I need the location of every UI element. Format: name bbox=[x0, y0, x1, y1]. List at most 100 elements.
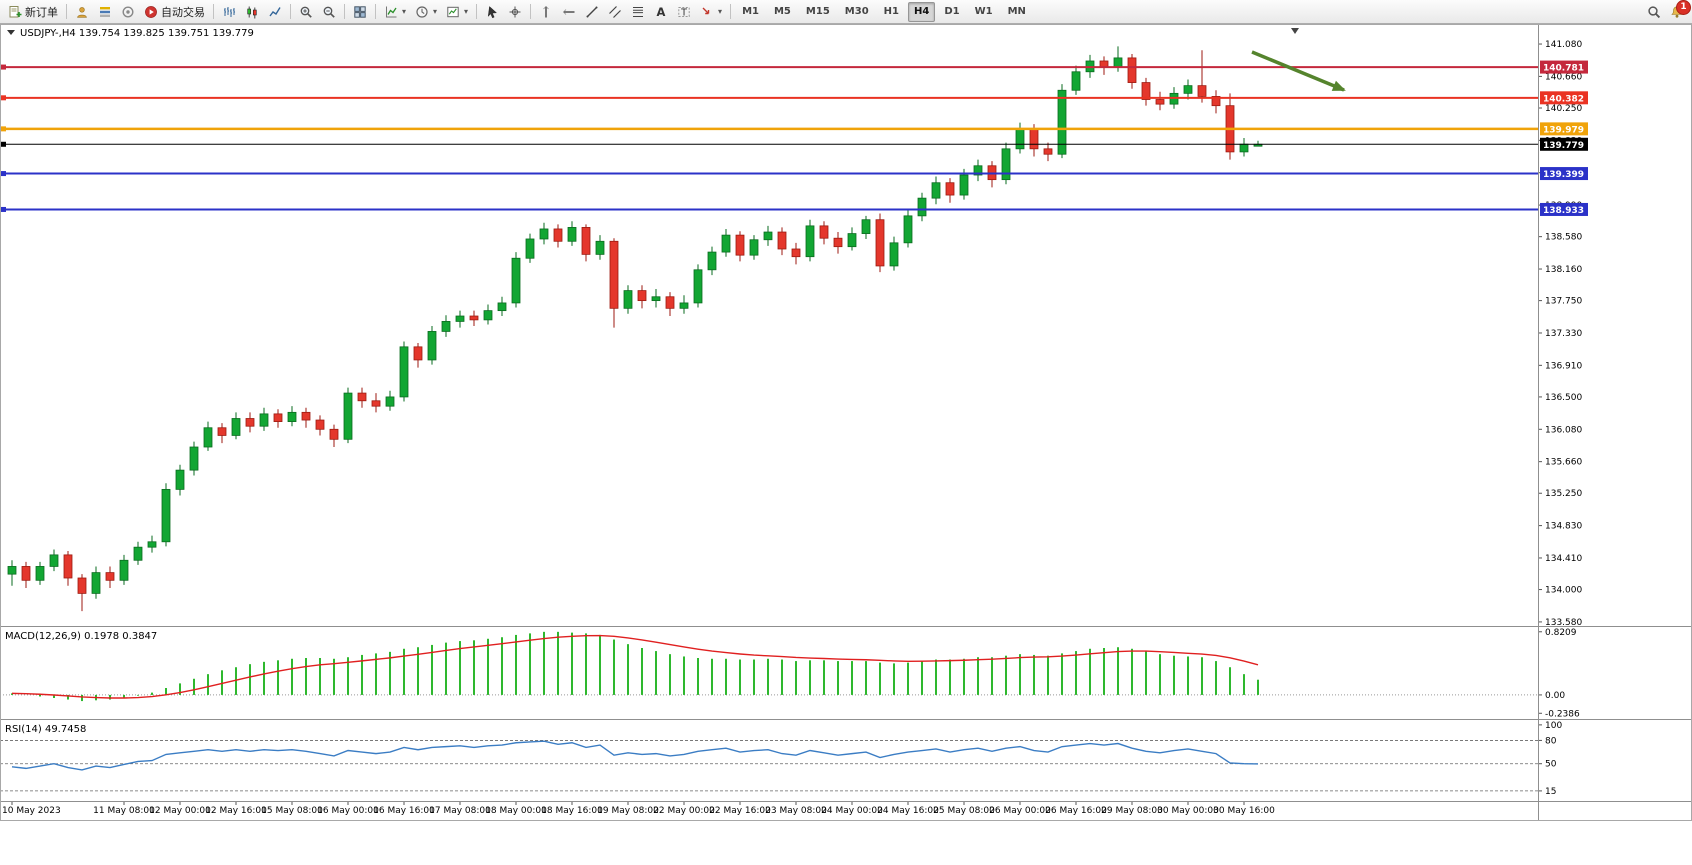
sounds-icon bbox=[122, 5, 134, 18]
chart-canvas[interactable]: 141.080140.660140.250139.830139.410138.9… bbox=[0, 24, 1692, 865]
clock-icon bbox=[416, 5, 428, 18]
cursor-icon bbox=[487, 5, 498, 18]
dropdown-arrow-icon[interactable]: ▾ bbox=[464, 7, 469, 16]
profiles-button[interactable] bbox=[71, 1, 93, 23]
candle bbox=[763, 225, 773, 246]
market-watch-button[interactable] bbox=[94, 1, 116, 23]
hline-139.399[interactable] bbox=[0, 171, 1538, 177]
hline-139.979[interactable] bbox=[0, 126, 1538, 132]
x-axis-label: 23 May 08:00 bbox=[765, 806, 827, 816]
horizontal-line-button[interactable] bbox=[558, 1, 580, 23]
dropdown-arrow-icon[interactable]: ▾ bbox=[718, 7, 723, 16]
trendline-button[interactable] bbox=[581, 1, 603, 23]
arrows-tool-icon bbox=[702, 7, 710, 14]
chart-shift-marker[interactable] bbox=[1291, 28, 1299, 34]
auto-trading-icon bbox=[145, 5, 157, 18]
y-axis-tick-label: 134.410 bbox=[1545, 554, 1582, 564]
arrow-annotation[interactable] bbox=[1251, 50, 1348, 96]
candle bbox=[371, 393, 381, 413]
timeframe-W1-button[interactable]: W1 bbox=[974, 6, 993, 17]
price-label-139.399[interactable]: 139.399 bbox=[1540, 167, 1588, 181]
toolbar-separator bbox=[730, 4, 732, 19]
timeframe-M30-button[interactable]: M30 bbox=[844, 6, 869, 17]
timeframe-D1-button[interactable]: D1 bbox=[944, 6, 960, 17]
dropdown-arrow-icon[interactable]: ▾ bbox=[402, 7, 407, 16]
price-label-140.781[interactable]: 140.781 bbox=[1540, 60, 1588, 74]
auto-trading-button[interactable]: 自动交易 bbox=[140, 1, 209, 23]
sounds-button[interactable] bbox=[117, 1, 139, 23]
svg-text:138.933: 138.933 bbox=[1543, 206, 1584, 216]
timeframe-M15-button[interactable]: M15 bbox=[805, 6, 830, 17]
price-label-140.382[interactable]: 140.382 bbox=[1540, 91, 1588, 105]
toolbar-separator bbox=[344, 4, 345, 19]
candle bbox=[637, 285, 647, 309]
x-axis-label: 12 May 16:00 bbox=[205, 806, 267, 816]
crosshair-button[interactable] bbox=[504, 1, 526, 23]
new-order-button-label: 新订单 bbox=[25, 5, 58, 19]
svg-text:140.382: 140.382 bbox=[1543, 94, 1584, 104]
x-axis-label: 16 May 16:00 bbox=[373, 806, 435, 816]
candle bbox=[1183, 79, 1193, 100]
rsi-axis-tick-label: 15 bbox=[1545, 787, 1556, 797]
timeframe-H4-button[interactable]: H4 bbox=[907, 1, 936, 22]
x-axis-label: 25 May 08:00 bbox=[933, 806, 995, 816]
candle bbox=[805, 219, 815, 262]
cursor-button[interactable] bbox=[481, 1, 503, 23]
candle bbox=[35, 561, 45, 585]
timeframe-H1-button[interactable]: H1 bbox=[883, 6, 899, 17]
y-axis-tick-label: 134.830 bbox=[1545, 522, 1582, 532]
candle bbox=[1141, 77, 1151, 106]
bar-chart-button[interactable] bbox=[218, 1, 240, 23]
y-axis-tick-label: 137.750 bbox=[1545, 297, 1582, 307]
hline-139.779[interactable] bbox=[0, 141, 1538, 147]
zoom-out-button[interactable] bbox=[318, 1, 340, 23]
price-label-138.933[interactable]: 138.933 bbox=[1540, 202, 1588, 216]
candle bbox=[1127, 54, 1137, 89]
text-label-button[interactable]: T bbox=[673, 1, 695, 23]
timeframe-MN-button[interactable]: MN bbox=[1007, 6, 1026, 17]
price-label-139.779[interactable]: 139.779 bbox=[1540, 137, 1588, 151]
timeframe-M5-button[interactable]: M5 bbox=[773, 6, 791, 17]
candle bbox=[119, 554, 129, 585]
x-axis-label: 10 May 2023 bbox=[2, 806, 61, 816]
dropdown-arrow-icon[interactable]: ▾ bbox=[433, 7, 438, 16]
candle bbox=[245, 412, 255, 433]
templates-button[interactable]: ▾ bbox=[442, 1, 472, 23]
timeframe-M1-button[interactable]: M1 bbox=[742, 6, 759, 17]
zoom-in-button[interactable] bbox=[295, 1, 317, 23]
candle bbox=[399, 341, 409, 402]
fibonacci-button[interactable] bbox=[627, 1, 649, 23]
search-button[interactable] bbox=[1643, 1, 1665, 23]
line-chart-button[interactable] bbox=[264, 1, 286, 23]
macd-pane-label: MACD(12,26,9) 0.1978 0.3847 bbox=[5, 631, 157, 642]
toolbar-separator bbox=[476, 4, 478, 19]
price-label-139.979[interactable]: 139.979 bbox=[1540, 122, 1588, 136]
candle bbox=[427, 326, 437, 365]
periods-button[interactable]: ▾ bbox=[411, 1, 441, 23]
candlestick-chart-button[interactable] bbox=[241, 1, 263, 23]
macd-signal-line bbox=[11, 634, 1259, 699]
new-order-button[interactable]: 新订单 bbox=[4, 1, 62, 23]
candle bbox=[91, 566, 101, 599]
y-axis-tick-label: 136.910 bbox=[1545, 361, 1582, 371]
tile-windows-button[interactable] bbox=[349, 1, 371, 23]
arrows-button[interactable]: ▾ bbox=[696, 1, 726, 23]
equidistant-channel-button[interactable] bbox=[604, 1, 626, 23]
hline-140.382[interactable] bbox=[0, 95, 1538, 101]
indicators-button[interactable]: ▾ bbox=[380, 1, 410, 23]
candle bbox=[693, 264, 703, 308]
vertical-line-button[interactable] bbox=[535, 1, 557, 23]
candle bbox=[749, 235, 759, 260]
candle bbox=[63, 551, 73, 586]
notifications-button[interactable]: 1 bbox=[1666, 0, 1691, 23]
y-axis-tick-label: 138.160 bbox=[1545, 265, 1582, 275]
toolbar-separator bbox=[530, 4, 532, 19]
hline-138.933[interactable] bbox=[0, 206, 1538, 212]
candle bbox=[623, 285, 633, 314]
macd-axis-tick-label: 0.8209 bbox=[1545, 628, 1577, 638]
text-button[interactable]: A bbox=[650, 1, 672, 23]
one-click-trading-collapse-icon[interactable] bbox=[7, 30, 15, 35]
hline-140.781[interactable] bbox=[0, 64, 1538, 70]
candle bbox=[105, 566, 115, 589]
candle bbox=[77, 574, 87, 612]
